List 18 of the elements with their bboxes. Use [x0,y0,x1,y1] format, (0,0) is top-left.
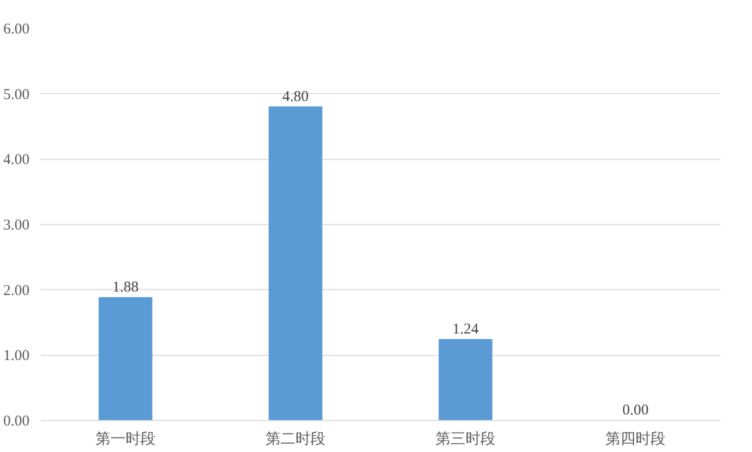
data-label: 4.80 [282,88,309,105]
data-label: 1.24 [452,321,480,338]
x-tick-label: 第二时段 [266,430,326,448]
y-tick-label: 6.00 [3,22,30,38]
y-tick-label: 4.00 [3,152,30,168]
data-label: 1.88 [112,280,139,296]
x-tick-label: 第四时段 [606,430,666,448]
bar [268,106,322,420]
x-tick-label: 第三时段 [436,430,496,448]
y-tick-label: 3.00 [3,218,30,234]
y-tick-label: 1.00 [3,348,30,364]
y-tick-label: 0.00 [3,414,30,430]
bar [438,338,492,420]
y-tick-label: 5.00 [3,86,30,103]
x-tick-label: 第一时段 [96,430,156,448]
bar [98,297,152,420]
data-label: 0.00 [622,402,649,418]
y-tick-label: 2.00 [3,282,30,299]
